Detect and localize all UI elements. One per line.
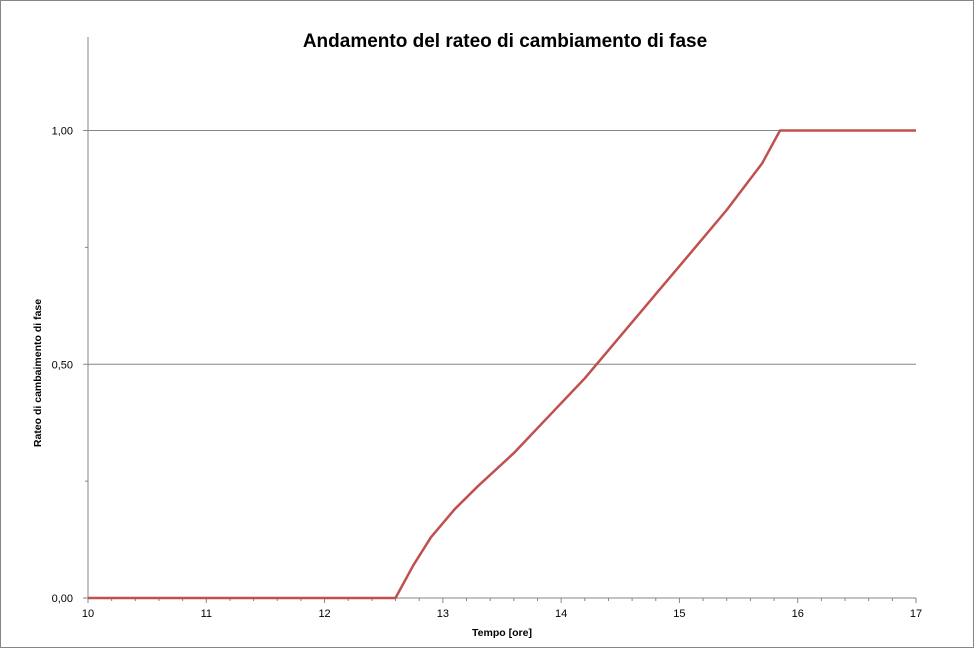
y-axis-label: Rateo di cambaimento di fase (32, 299, 44, 447)
x-tick-label-15: 15 (673, 608, 685, 620)
x-tick-label-12: 12 (318, 608, 330, 620)
series-line-0 (88, 129, 916, 600)
x-tick-label-17: 17 (910, 608, 922, 620)
x-tick-label-16: 16 (792, 608, 804, 620)
y-tick-label-0: 0,00 (52, 593, 73, 605)
gridlines (88, 130, 916, 365)
chart-title: Andamento del rateo di cambiamento di fa… (303, 31, 707, 52)
x-axis-label: Tempo [ore] (472, 627, 532, 639)
y-tick-label-1: 0,50 (52, 359, 73, 371)
y-tick-label-2: 1,00 (52, 126, 73, 138)
x-tick-label-14: 14 (555, 608, 567, 620)
x-tick-label-13: 13 (437, 608, 449, 620)
x-tick-label-10: 10 (82, 608, 94, 620)
tick-labels: 10 11 12 13 14 15 16 17 0,00 0,50 1,00 (52, 126, 923, 621)
series-group (88, 129, 916, 600)
x-tick-label-11: 11 (201, 608, 212, 620)
axes (83, 37, 917, 603)
